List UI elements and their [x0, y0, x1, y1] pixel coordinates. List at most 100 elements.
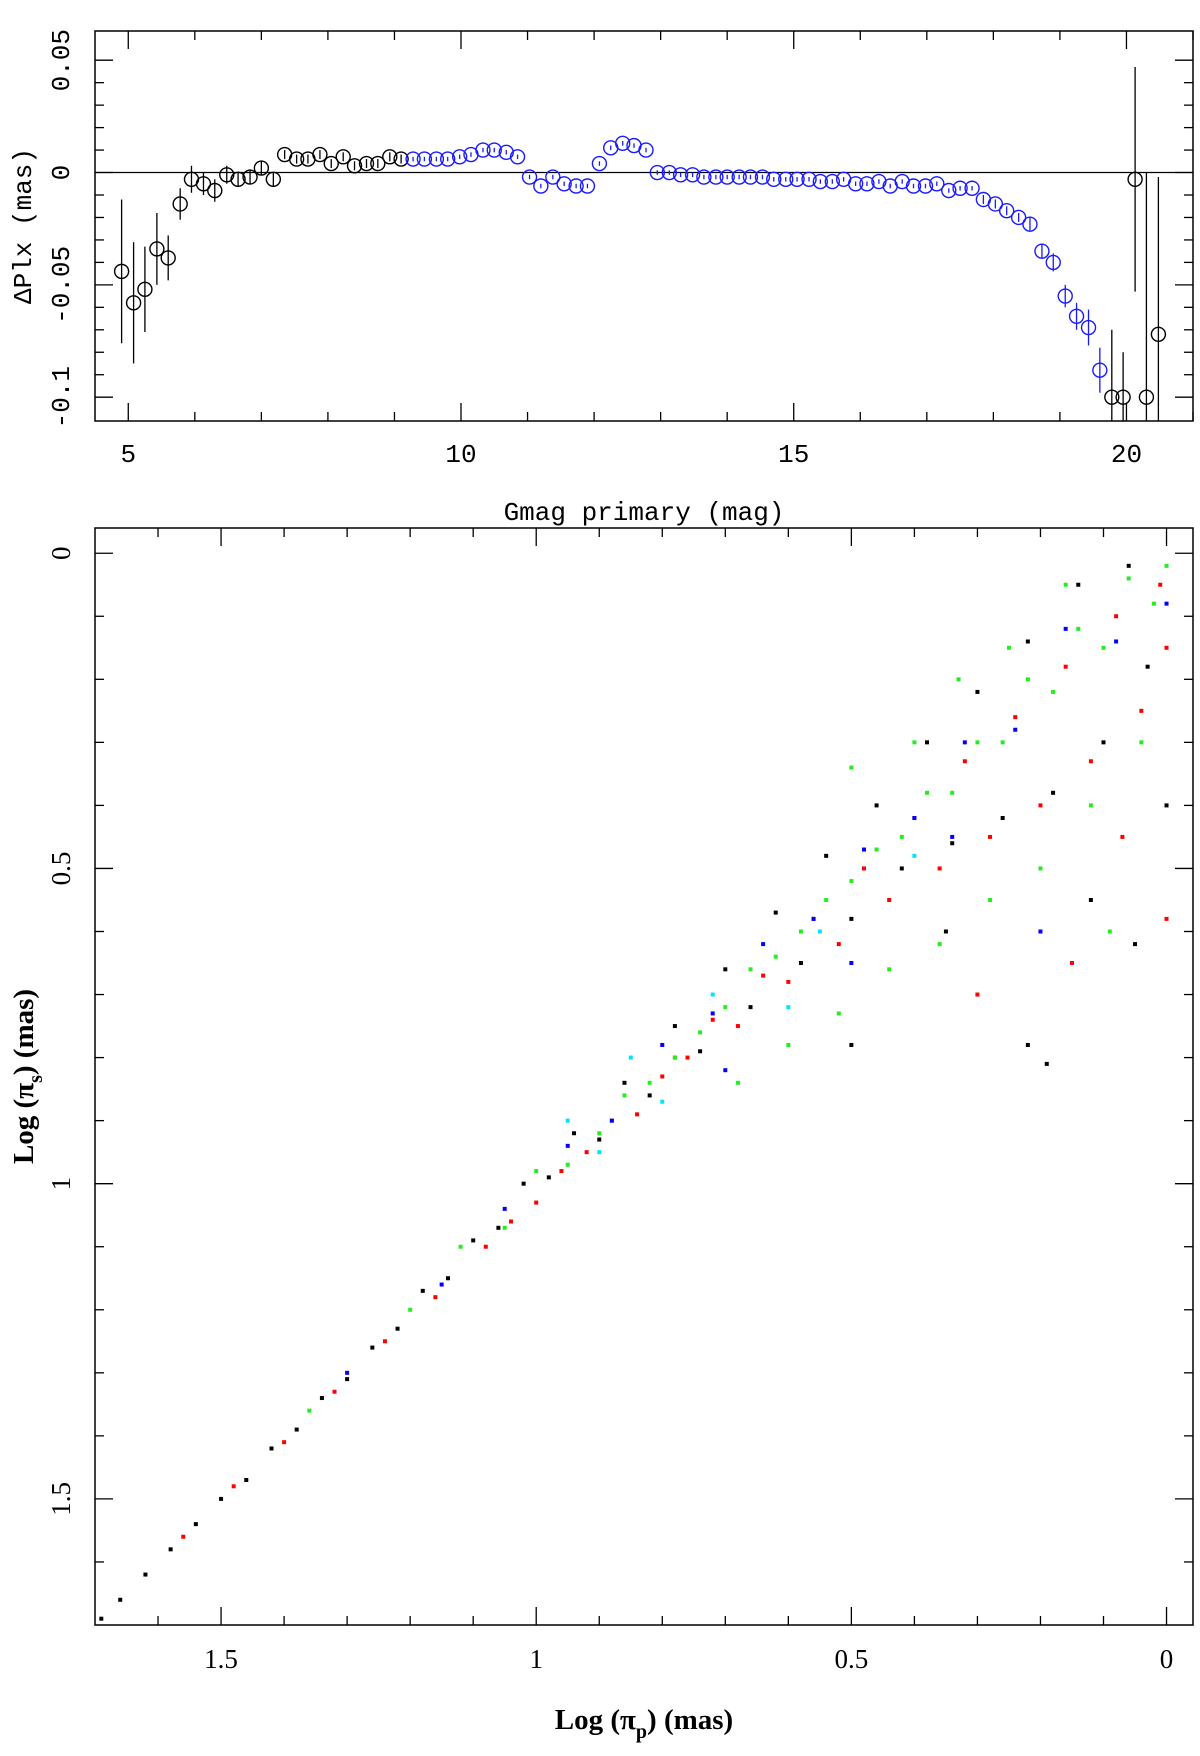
scatter-point [912, 740, 917, 745]
x-tick-label: 0 [1160, 1644, 1174, 1674]
data-point [486, 142, 502, 158]
data-point [789, 171, 805, 187]
scatter-point [345, 1377, 350, 1382]
data-point [288, 151, 305, 167]
scatter-point [660, 1074, 665, 1079]
scatter-point [572, 1131, 577, 1136]
data-point [125, 295, 142, 311]
data-point [219, 167, 235, 183]
scatter-point [962, 759, 967, 764]
data-point [242, 169, 258, 185]
axis-label-subscript: s [25, 1075, 47, 1083]
scatter-point [773, 954, 778, 959]
scatter-point [458, 1244, 463, 1249]
data-point [405, 151, 421, 167]
scatter-point [943, 929, 948, 934]
scatter-point [1164, 563, 1169, 568]
scatter-point [1025, 1042, 1030, 1047]
scatter-point [609, 1118, 614, 1123]
scatter-point [811, 916, 816, 921]
scatter-point [143, 1572, 148, 1577]
scatter-point [1025, 639, 1030, 644]
scatter-point [937, 866, 942, 871]
data-point [521, 169, 538, 185]
scatter-point [874, 803, 879, 808]
scatter-point [761, 942, 766, 947]
scatter-point [319, 1396, 324, 1401]
scatter-point [988, 897, 993, 902]
y-tick-label: 0.05 [47, 29, 77, 91]
data-point [1127, 171, 1143, 187]
scatter-point [748, 967, 753, 972]
data-point [672, 167, 689, 183]
scatter-point [849, 916, 854, 921]
scatter-point [445, 1276, 450, 1281]
scatter-point [962, 740, 967, 745]
scatter-point [1101, 740, 1106, 745]
scatter-point [798, 929, 803, 934]
scatter-point [1013, 727, 1018, 732]
data-point [498, 144, 514, 161]
scatter-point [647, 1093, 652, 1098]
data-point [230, 171, 246, 187]
y-tick-label: -0.1 [47, 366, 77, 428]
data-point [568, 178, 584, 194]
scatter-point [1088, 803, 1093, 808]
data-point [661, 164, 677, 181]
scatter-point [798, 961, 803, 966]
scatter-point [219, 1496, 224, 1501]
scatter-point [294, 1427, 299, 1432]
scatter-point [1139, 708, 1144, 713]
scatter-point [975, 740, 980, 745]
scatter-point [710, 1011, 715, 1016]
scatter-point [1158, 582, 1163, 587]
data-point [1080, 319, 1097, 336]
scatter-point [118, 1597, 123, 1602]
data-point [393, 151, 409, 167]
scatter-point [950, 841, 955, 846]
scatter-point [471, 1238, 476, 1243]
data-point [382, 149, 398, 165]
scatter-point [698, 1030, 703, 1035]
data-point [696, 169, 712, 185]
data-point [812, 173, 829, 190]
data-point [929, 176, 945, 192]
scatter-point [950, 834, 955, 839]
data-point [591, 155, 608, 172]
scatter-point [502, 1206, 507, 1211]
data-point [172, 196, 188, 212]
scatter-point [193, 1522, 198, 1527]
scatter-point [1151, 601, 1156, 606]
x-tick-label: 15 [778, 440, 809, 470]
axis-label: Log (πp) (mas) [555, 1704, 733, 1743]
scatter-point [786, 979, 791, 984]
data-point [579, 178, 596, 194]
data-point [113, 263, 130, 280]
axis-label-part: ) (mas) [647, 1704, 733, 1736]
data-point [941, 182, 957, 199]
scatter-point [597, 1137, 602, 1142]
data-point [207, 182, 223, 199]
data-point [871, 173, 887, 190]
scatter-point [672, 1024, 677, 1029]
x-tick-label: 20 [1111, 440, 1142, 470]
scatter-point [1120, 834, 1125, 839]
data-point [1057, 288, 1073, 304]
y-tick-label: 0 [46, 546, 76, 560]
x-tick-label: 5 [120, 440, 136, 470]
scatter-point [559, 1169, 564, 1174]
scatter-point [899, 834, 904, 839]
scatter-point [1088, 759, 1093, 764]
data-point [649, 164, 666, 181]
data-point [323, 155, 339, 172]
top-panel: 5 10 15 20 -0.1 -0.05 0 0.05 Gmag primary (mag) Δ… [9, 29, 1194, 528]
data-point [1092, 362, 1108, 378]
scatter-point [1025, 677, 1030, 682]
scatter-point [509, 1219, 514, 1224]
data-point [766, 171, 782, 187]
scatter-point [660, 1042, 665, 1047]
scatter-point [723, 1005, 728, 1010]
scatter-point [1051, 689, 1056, 694]
scatter-point [660, 1099, 665, 1104]
scatter-point [824, 853, 829, 858]
